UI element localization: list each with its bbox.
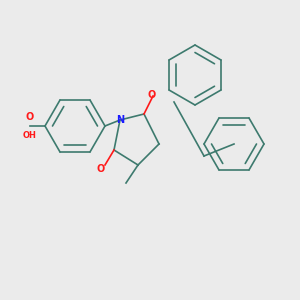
Text: O: O [96, 164, 105, 175]
Text: O: O [26, 112, 34, 122]
Text: N: N [116, 115, 124, 125]
Text: O: O [147, 89, 156, 100]
Text: OH: OH [23, 130, 37, 140]
